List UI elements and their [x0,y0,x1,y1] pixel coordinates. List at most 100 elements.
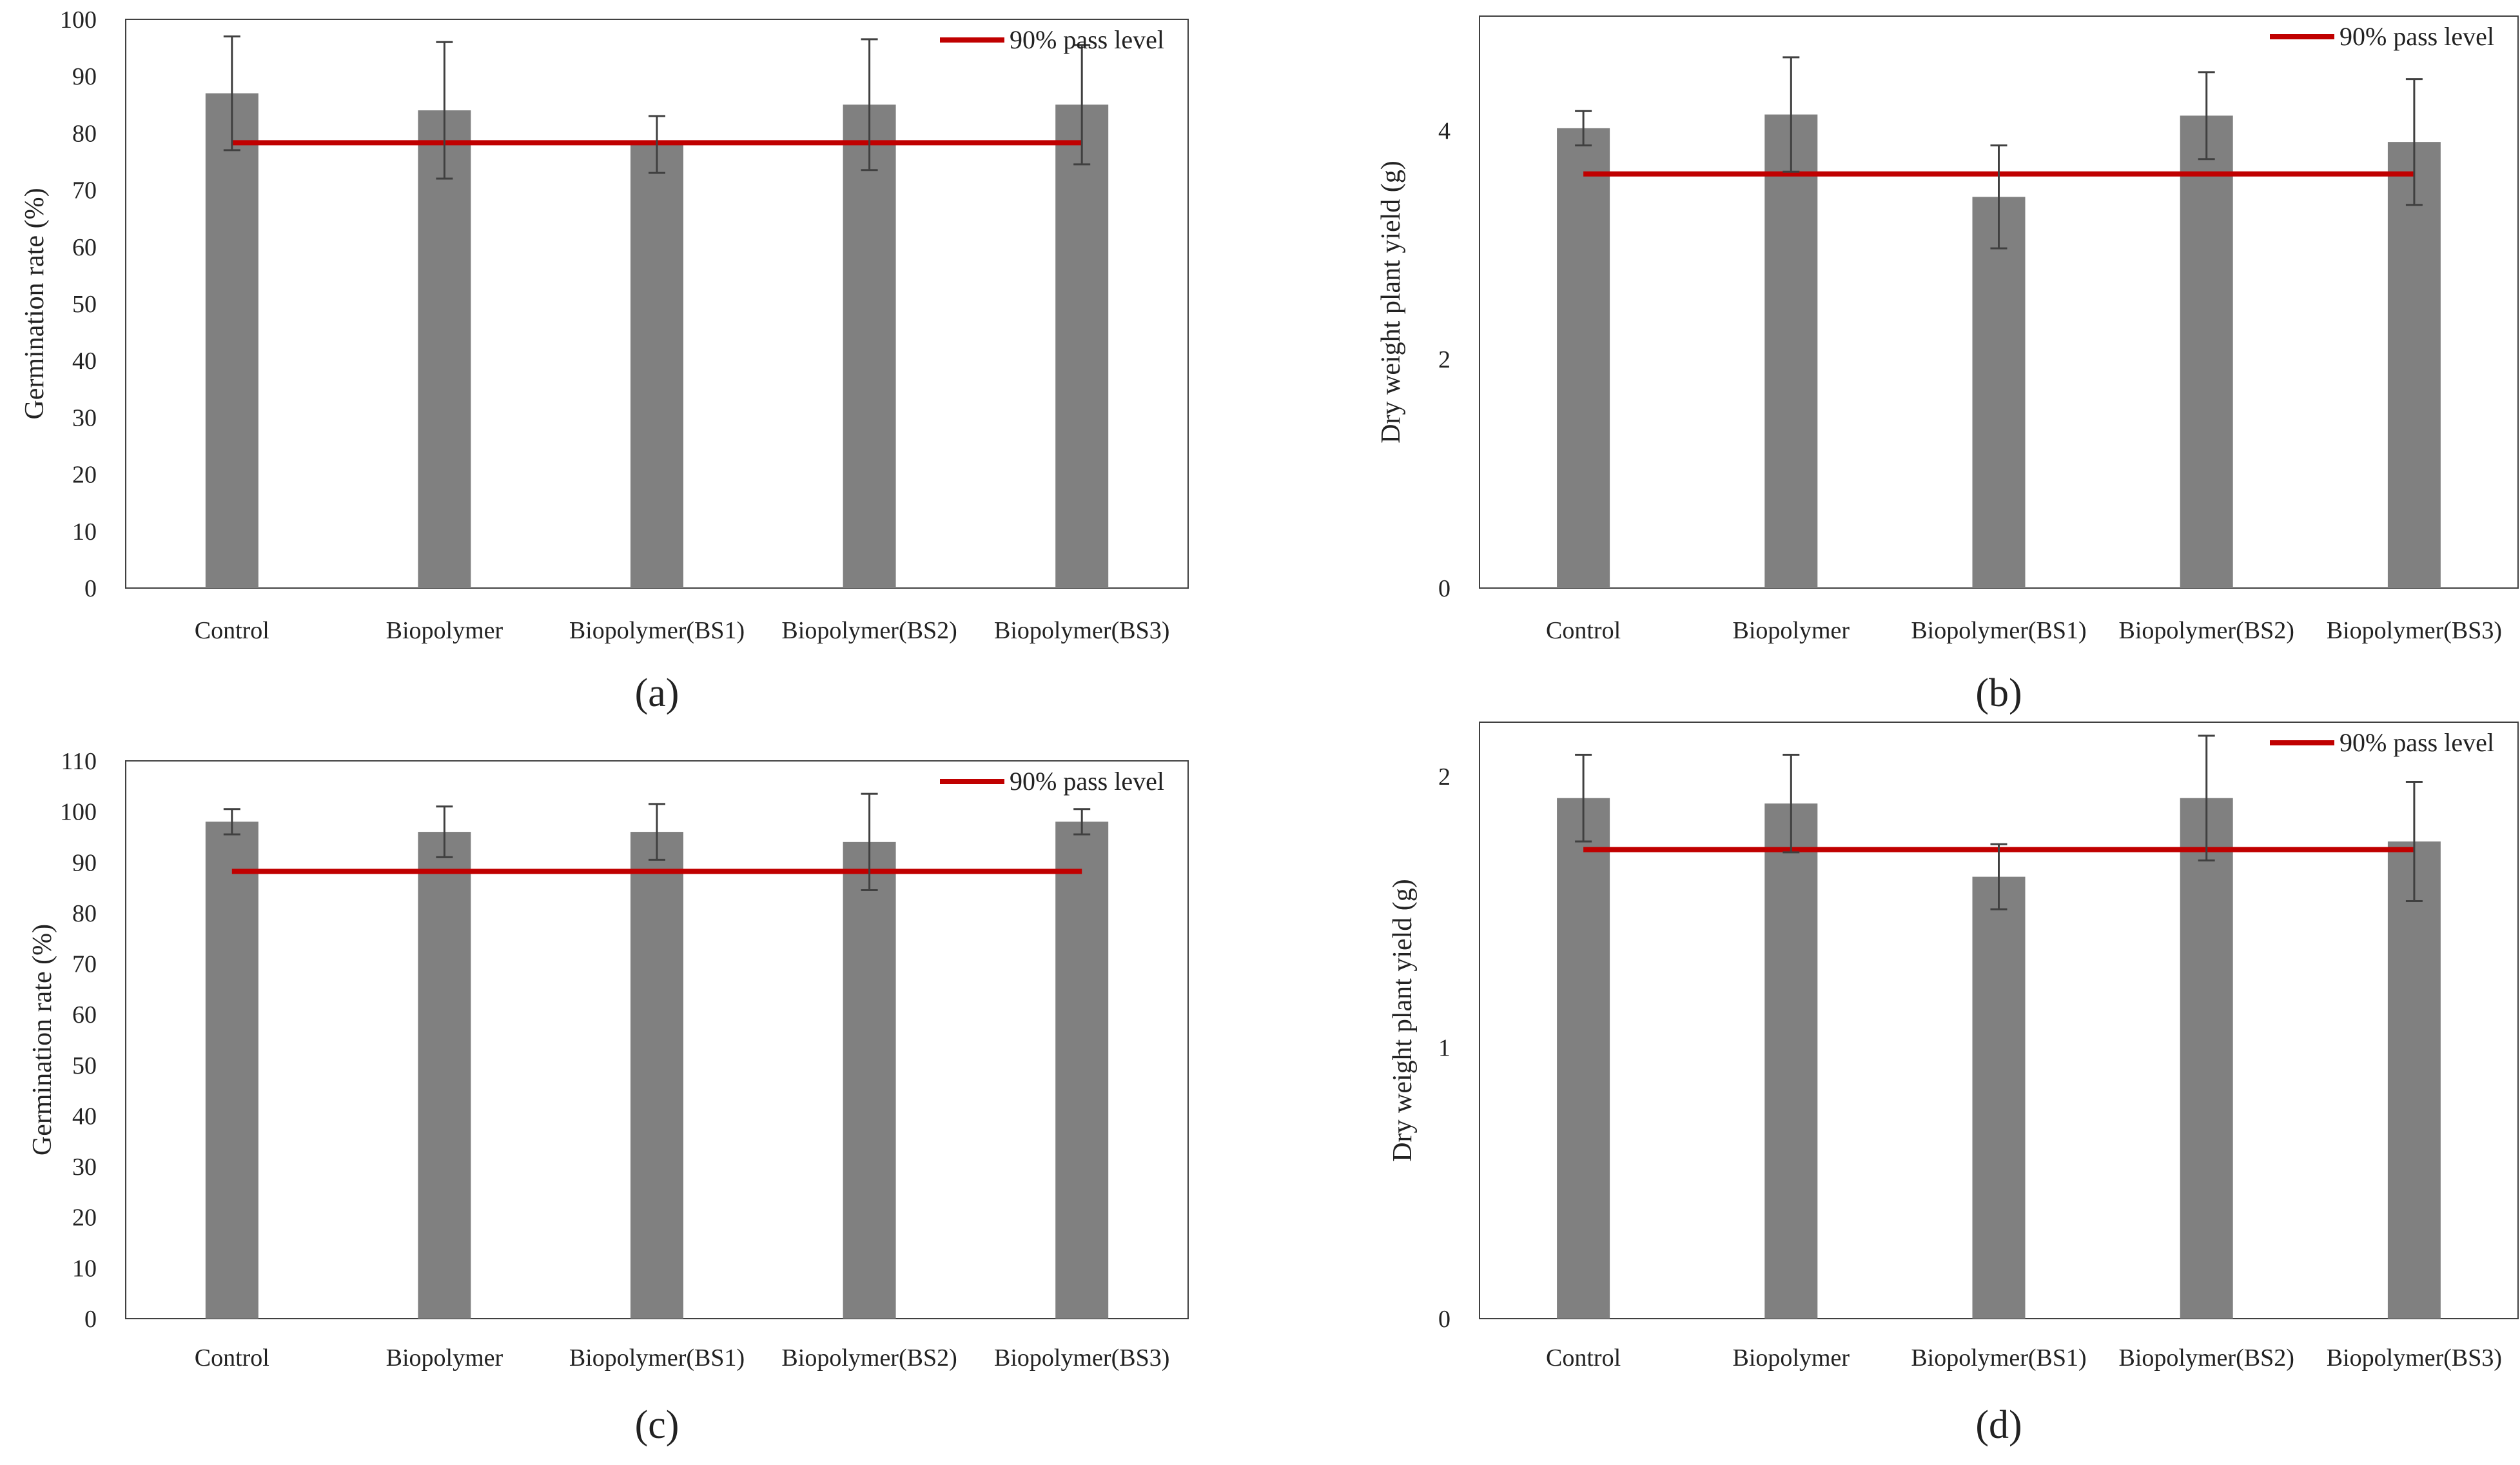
bar-3 [1972,876,2026,1319]
x-category-label: Biopolymer [386,1344,503,1372]
y-tick-label: 50 [72,1052,97,1079]
x-category-label: Control [195,617,269,644]
y-tick-label: 100 [60,799,97,826]
bar-5 [2387,841,2441,1319]
bar-2 [1764,114,1818,589]
error-bar-5 [1073,44,1091,166]
y-tick-label: 70 [72,177,97,204]
bar-2 [418,110,471,588]
error-bar-4 [861,38,878,172]
y-tick-label: 100 [60,6,97,34]
x-category-label: Biopolymer(BS1) [569,1344,745,1372]
error-bar-5 [2405,781,2423,902]
error-bar-2 [436,41,453,180]
x-category-label: Biopolymer(BS2) [781,1344,957,1372]
bar-4 [843,104,896,589]
bar-3 [630,832,683,1319]
y-tick-label: 90 [72,63,97,90]
y-tick-label: 0 [84,1306,97,1333]
x-category-label: Control [195,1344,269,1372]
error-bar-5 [2405,78,2423,206]
x-category-label: Biopolymer [386,617,503,644]
panel-label: (a) [635,671,679,715]
y-axis-label: Germination rate (%) [28,924,57,1155]
y-tick-label: 80 [72,120,97,147]
bar-1 [205,93,259,588]
error-bar-4 [2198,734,2215,861]
y-tick-label: 70 [72,951,97,978]
y-tick-label: 10 [72,1255,97,1282]
y-tick-label: 30 [72,404,97,431]
y-tick-label: 60 [72,1001,97,1028]
error-bar-1 [1575,110,1592,146]
x-category-label: Biopolymer(BS3) [2327,617,2502,644]
y-tick-label: 0 [1438,1306,1450,1333]
x-category-label: Biopolymer(BS2) [2119,1344,2294,1372]
x-category-label: Biopolymer(BS2) [781,617,957,644]
error-bar-2 [1783,56,1800,173]
y-tick-label: 20 [72,1204,97,1232]
y-tick-label: 40 [72,1103,97,1130]
y-tick-label: 30 [72,1154,97,1181]
error-bar-3 [649,115,665,174]
error-bar-3 [649,803,665,861]
error-bar-4 [861,792,878,892]
y-tick-label: 40 [72,348,97,375]
y-tick-label: 80 [72,900,97,927]
y-tick-label: 10 [72,518,97,546]
x-category-label: Biopolymer(BS2) [2119,617,2294,644]
error-bar-1 [223,35,240,152]
y-tick-label: 90 [72,849,97,876]
chart-panel-b: 0 2 4 Dry weight plant yield (g) Control Biop… [1376,15,2519,715]
x-category-label: Biopolymer(BS3) [994,617,1169,644]
error-bar-1 [223,808,240,836]
x-category-label: Biopolymer(BS3) [994,1344,1169,1372]
bar-3 [1972,197,2026,588]
bar-1 [1557,128,1610,589]
chart-panel-a: 0 10 20 30 40 50 60 70 80 90 100 Germination rate (… [20,6,1189,715]
x-category-label: Biopolymer [1733,617,1850,644]
error-bar-4 [2198,71,2215,161]
x-category-label: Biopolymer(BS1) [1911,617,2086,644]
y-axis-label: Dry weight plant yield (g) [1376,161,1406,444]
y-axis-label: Dry weight plant yield (g) [1388,879,1418,1162]
x-category-label: Biopolymer(BS1) [569,617,745,644]
y-tick-label: 2 [1438,346,1450,373]
y-tick-label: 0 [84,575,97,602]
legend-label: 90% pass level [2339,728,2494,757]
error-bar-2 [1783,753,1800,854]
error-bar-3 [1990,144,2007,250]
y-tick-label: 50 [72,291,97,318]
y-tick-label: 2 [1438,763,1450,791]
chart-panel-d: 0 1 2 Dry weight plant yield (g) Control Biop… [1388,722,2519,1447]
x-category-label: Control [1546,1344,1621,1372]
bar-5 [1055,821,1109,1319]
error-bar-5 [1073,808,1091,836]
error-bar-3 [1990,843,2007,910]
x-category-label: Control [1546,617,1621,644]
panel-label: (b) [1975,671,2022,715]
bar-4 [843,841,896,1319]
x-category-label: Biopolymer(BS1) [1911,1344,2086,1372]
y-tick-label: 1 [1438,1035,1450,1062]
y-tick-label: 60 [72,234,97,261]
bar-3 [630,144,683,589]
chart-panel-c: 0 10 20 30 40 50 60 70 80 90 100 110 Germination rat… [28,748,1189,1447]
x-category-label: Biopolymer [1733,1344,1850,1372]
bar-1 [1557,798,1610,1319]
y-tick-label: 20 [72,462,97,489]
y-tick-label: 110 [61,748,97,775]
bar-2 [418,832,471,1319]
bar-5 [1055,104,1109,589]
error-bar-2 [436,805,453,858]
x-category-label: Biopolymer(BS3) [2327,1344,2502,1372]
y-tick-label: 4 [1438,117,1450,144]
legend-label: 90% pass level [2339,22,2494,51]
panel-label: (d) [1975,1403,2022,1447]
y-axis-label: Germination rate (%) [20,188,50,419]
bar-1 [205,821,259,1319]
error-bar-1 [1575,753,1592,843]
y-tick-label: 0 [1438,575,1450,602]
legend-label: 90% pass level [1010,25,1164,54]
